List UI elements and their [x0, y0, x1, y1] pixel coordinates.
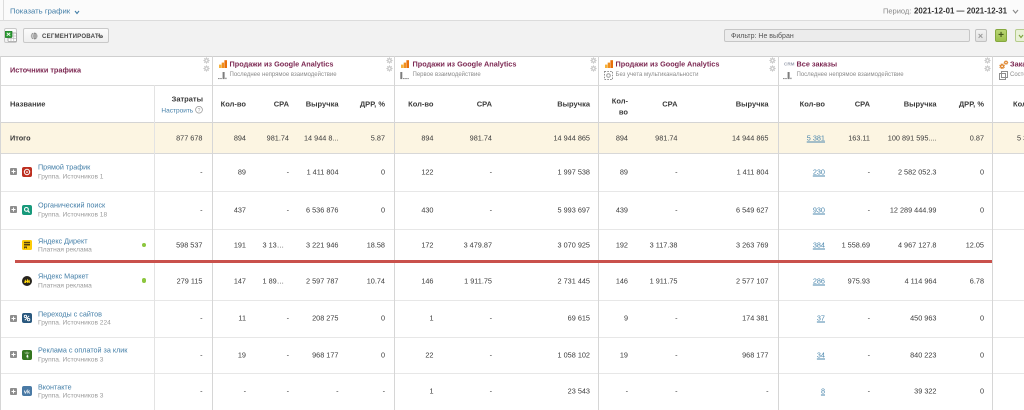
- svg-text:?: ?: [198, 107, 201, 113]
- svg-text:vk: vk: [24, 389, 31, 395]
